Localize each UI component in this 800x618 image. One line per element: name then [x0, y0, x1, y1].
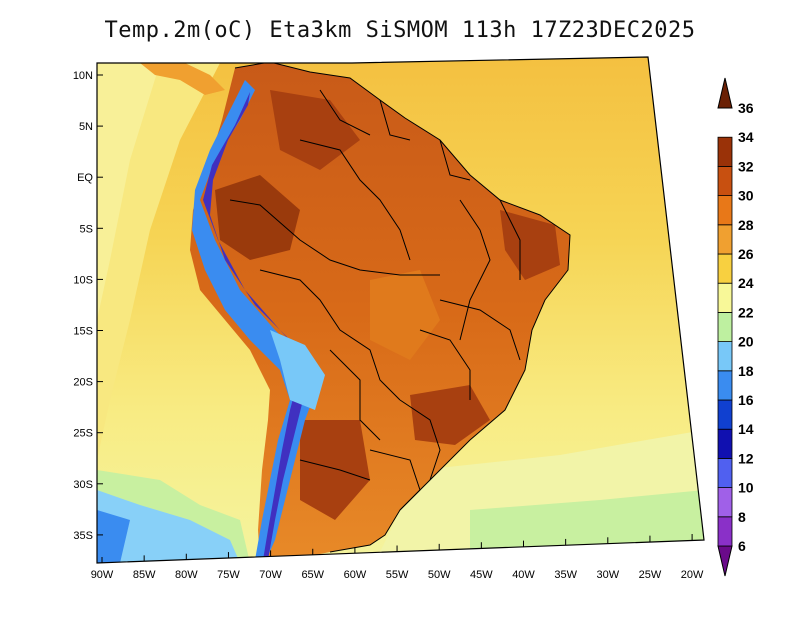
colorbar-label: 20 — [738, 334, 754, 350]
lat-tick-label: 15S — [73, 326, 93, 338]
colorbar-swatch — [717, 428, 733, 459]
map-frame — [96, 56, 705, 564]
lon-tick-label: 70W — [259, 569, 282, 581]
colorbar-label: 34 — [738, 129, 754, 145]
andes-very-cold — [203, 92, 312, 560]
land-central-america — [140, 63, 225, 95]
colorbar-swatch — [717, 253, 733, 284]
colorbar-label: 12 — [738, 450, 754, 466]
colorbar-swatch — [717, 195, 733, 226]
lon-tick-label: 50W — [428, 569, 451, 581]
colorbar-swatch — [717, 370, 733, 401]
amazon-hot — [215, 175, 300, 260]
colorbar-label: 8 — [738, 509, 746, 525]
lon-tick-label: 90W — [91, 569, 114, 581]
lon-tick-label: 45W — [470, 569, 493, 581]
lon-tick-label: 75W — [217, 569, 240, 581]
colorbar-label: 26 — [738, 246, 754, 262]
lat-tick-label: 30S — [73, 479, 93, 491]
longitude-ticks: 90W 85W 80W 75W 70W 65W 60W 55W 50W 45W 40W 35W 30W 2… — [91, 534, 704, 581]
colorbar-max-arrow — [717, 77, 733, 109]
colorbar-label: 28 — [738, 217, 754, 233]
lon-tick-label: 65W — [301, 569, 324, 581]
lat-tick-label: EQ — [77, 172, 93, 184]
colorbar-label: 32 — [738, 158, 754, 174]
lon-tick-label: 35W — [554, 569, 577, 581]
colorbar-swatch — [717, 224, 733, 255]
colorbar-swatch — [717, 282, 733, 313]
latitude-ticks: 10N 5N EQ 5S 10S 15S 20S 25S 30S 35S — [73, 70, 103, 542]
colorbar-swatch — [717, 399, 733, 430]
lat-tick-label: 20S — [73, 377, 93, 389]
colorbar-swatch — [717, 341, 733, 372]
lon-tick-label: 55W — [386, 569, 409, 581]
colorbar-swatch — [717, 457, 733, 488]
colorbar-label: 16 — [738, 392, 754, 408]
colorbar-swatch — [717, 165, 733, 196]
chaco-hot — [300, 420, 370, 520]
altiplano-cool — [270, 330, 325, 410]
lat-tick-label: 25S — [73, 428, 93, 440]
lon-tick-label: 85W — [133, 569, 156, 581]
political-borders — [229, 61, 571, 553]
lon-tick-label: 80W — [175, 569, 198, 581]
south-pacific-cold — [97, 490, 240, 563]
lon-tick-label: 60W — [344, 569, 367, 581]
lat-tick-label: 10S — [73, 274, 93, 286]
colorbar-label: 10 — [738, 480, 754, 496]
colorbar-swatch — [717, 311, 733, 342]
colorbar-label: 30 — [738, 188, 754, 204]
lat-tick-label: 5N — [79, 121, 93, 133]
pacific-yellow-band — [97, 63, 160, 320]
northeast-hot — [500, 210, 560, 280]
lon-tick-label: 20W — [681, 569, 704, 581]
south-atlantic-green — [470, 490, 704, 550]
colorbar-swatch — [717, 516, 733, 547]
lon-tick-label: 30W — [596, 569, 619, 581]
colorbar-swatch — [717, 136, 733, 167]
colorbar-label: 18 — [738, 363, 754, 379]
map-title: Temp.2m(oC) Eta3km SiSMOM 113h 17Z23DEC2… — [104, 18, 696, 43]
colorbar-label: 14 — [738, 421, 754, 437]
colorbar-min-arrow — [717, 545, 733, 577]
colorbar-swatch — [717, 487, 733, 518]
lon-tick-label: 40W — [512, 569, 535, 581]
lat-tick-label: 5S — [80, 223, 93, 235]
lon-tick-label: 25W — [639, 569, 662, 581]
north-hot — [270, 90, 360, 170]
lat-tick-label: 35S — [73, 530, 93, 542]
colorbar-label: 6 — [738, 538, 746, 554]
central-warm — [370, 270, 440, 360]
lat-tick-label: 10N — [73, 70, 93, 82]
colorbar: 6 8 10 12 14 16 18 20 22 24 26 28 30 32 34 36 — [717, 77, 754, 577]
colorbar-label: 36 — [738, 100, 754, 116]
colorbar-label: 22 — [738, 304, 754, 320]
colorbar-label: 24 — [738, 275, 754, 291]
map-field — [97, 57, 704, 563]
far-south-pacific — [97, 510, 130, 563]
